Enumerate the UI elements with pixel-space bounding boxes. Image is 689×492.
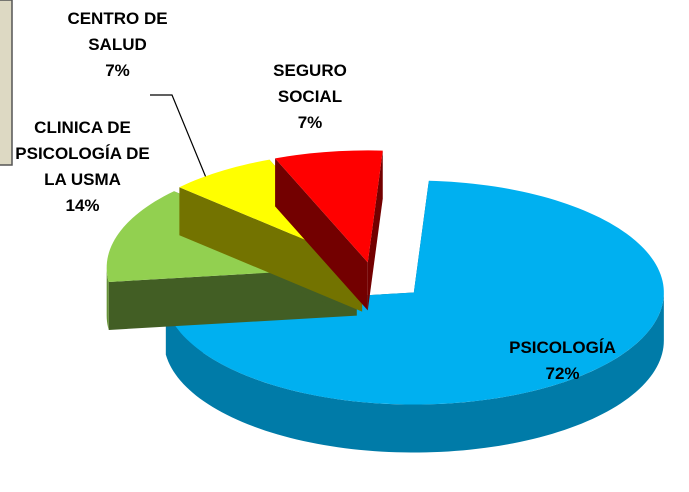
slice-value: 14% (65, 196, 100, 215)
leader-line (150, 94, 208, 181)
data-label: SEGURO SOCIAL 7% (255, 58, 365, 136)
slice-value: 7% (105, 61, 130, 80)
slice-name: CENTRO DE SALUD (67, 9, 168, 54)
data-label: CLINICA DE PSICOLOGÍA DE LA USMA 14% (15, 115, 150, 219)
slice-name: CLINICA DE PSICOLOGÍA DE LA USMA (15, 118, 150, 189)
slice-edge (275, 158, 368, 311)
slice-top (275, 150, 383, 263)
frame-fragment (0, 0, 13, 166)
data-label: PSICOLOGÍA 72% (505, 335, 620, 387)
slice-rim (106, 267, 109, 330)
slice-name: SEGURO SOCIAL (273, 61, 347, 106)
slice-value: 7% (297, 113, 323, 132)
slice (275, 150, 383, 311)
slice-edge (367, 150, 383, 311)
slice-rim (165, 292, 664, 453)
data-label: CENTRO DE SALUD 7% (55, 6, 180, 84)
slice-top (165, 180, 664, 405)
slice-name: PSICOLOGÍA (509, 338, 616, 357)
slice-value: 72% (545, 364, 580, 383)
slice-edge (179, 187, 363, 312)
